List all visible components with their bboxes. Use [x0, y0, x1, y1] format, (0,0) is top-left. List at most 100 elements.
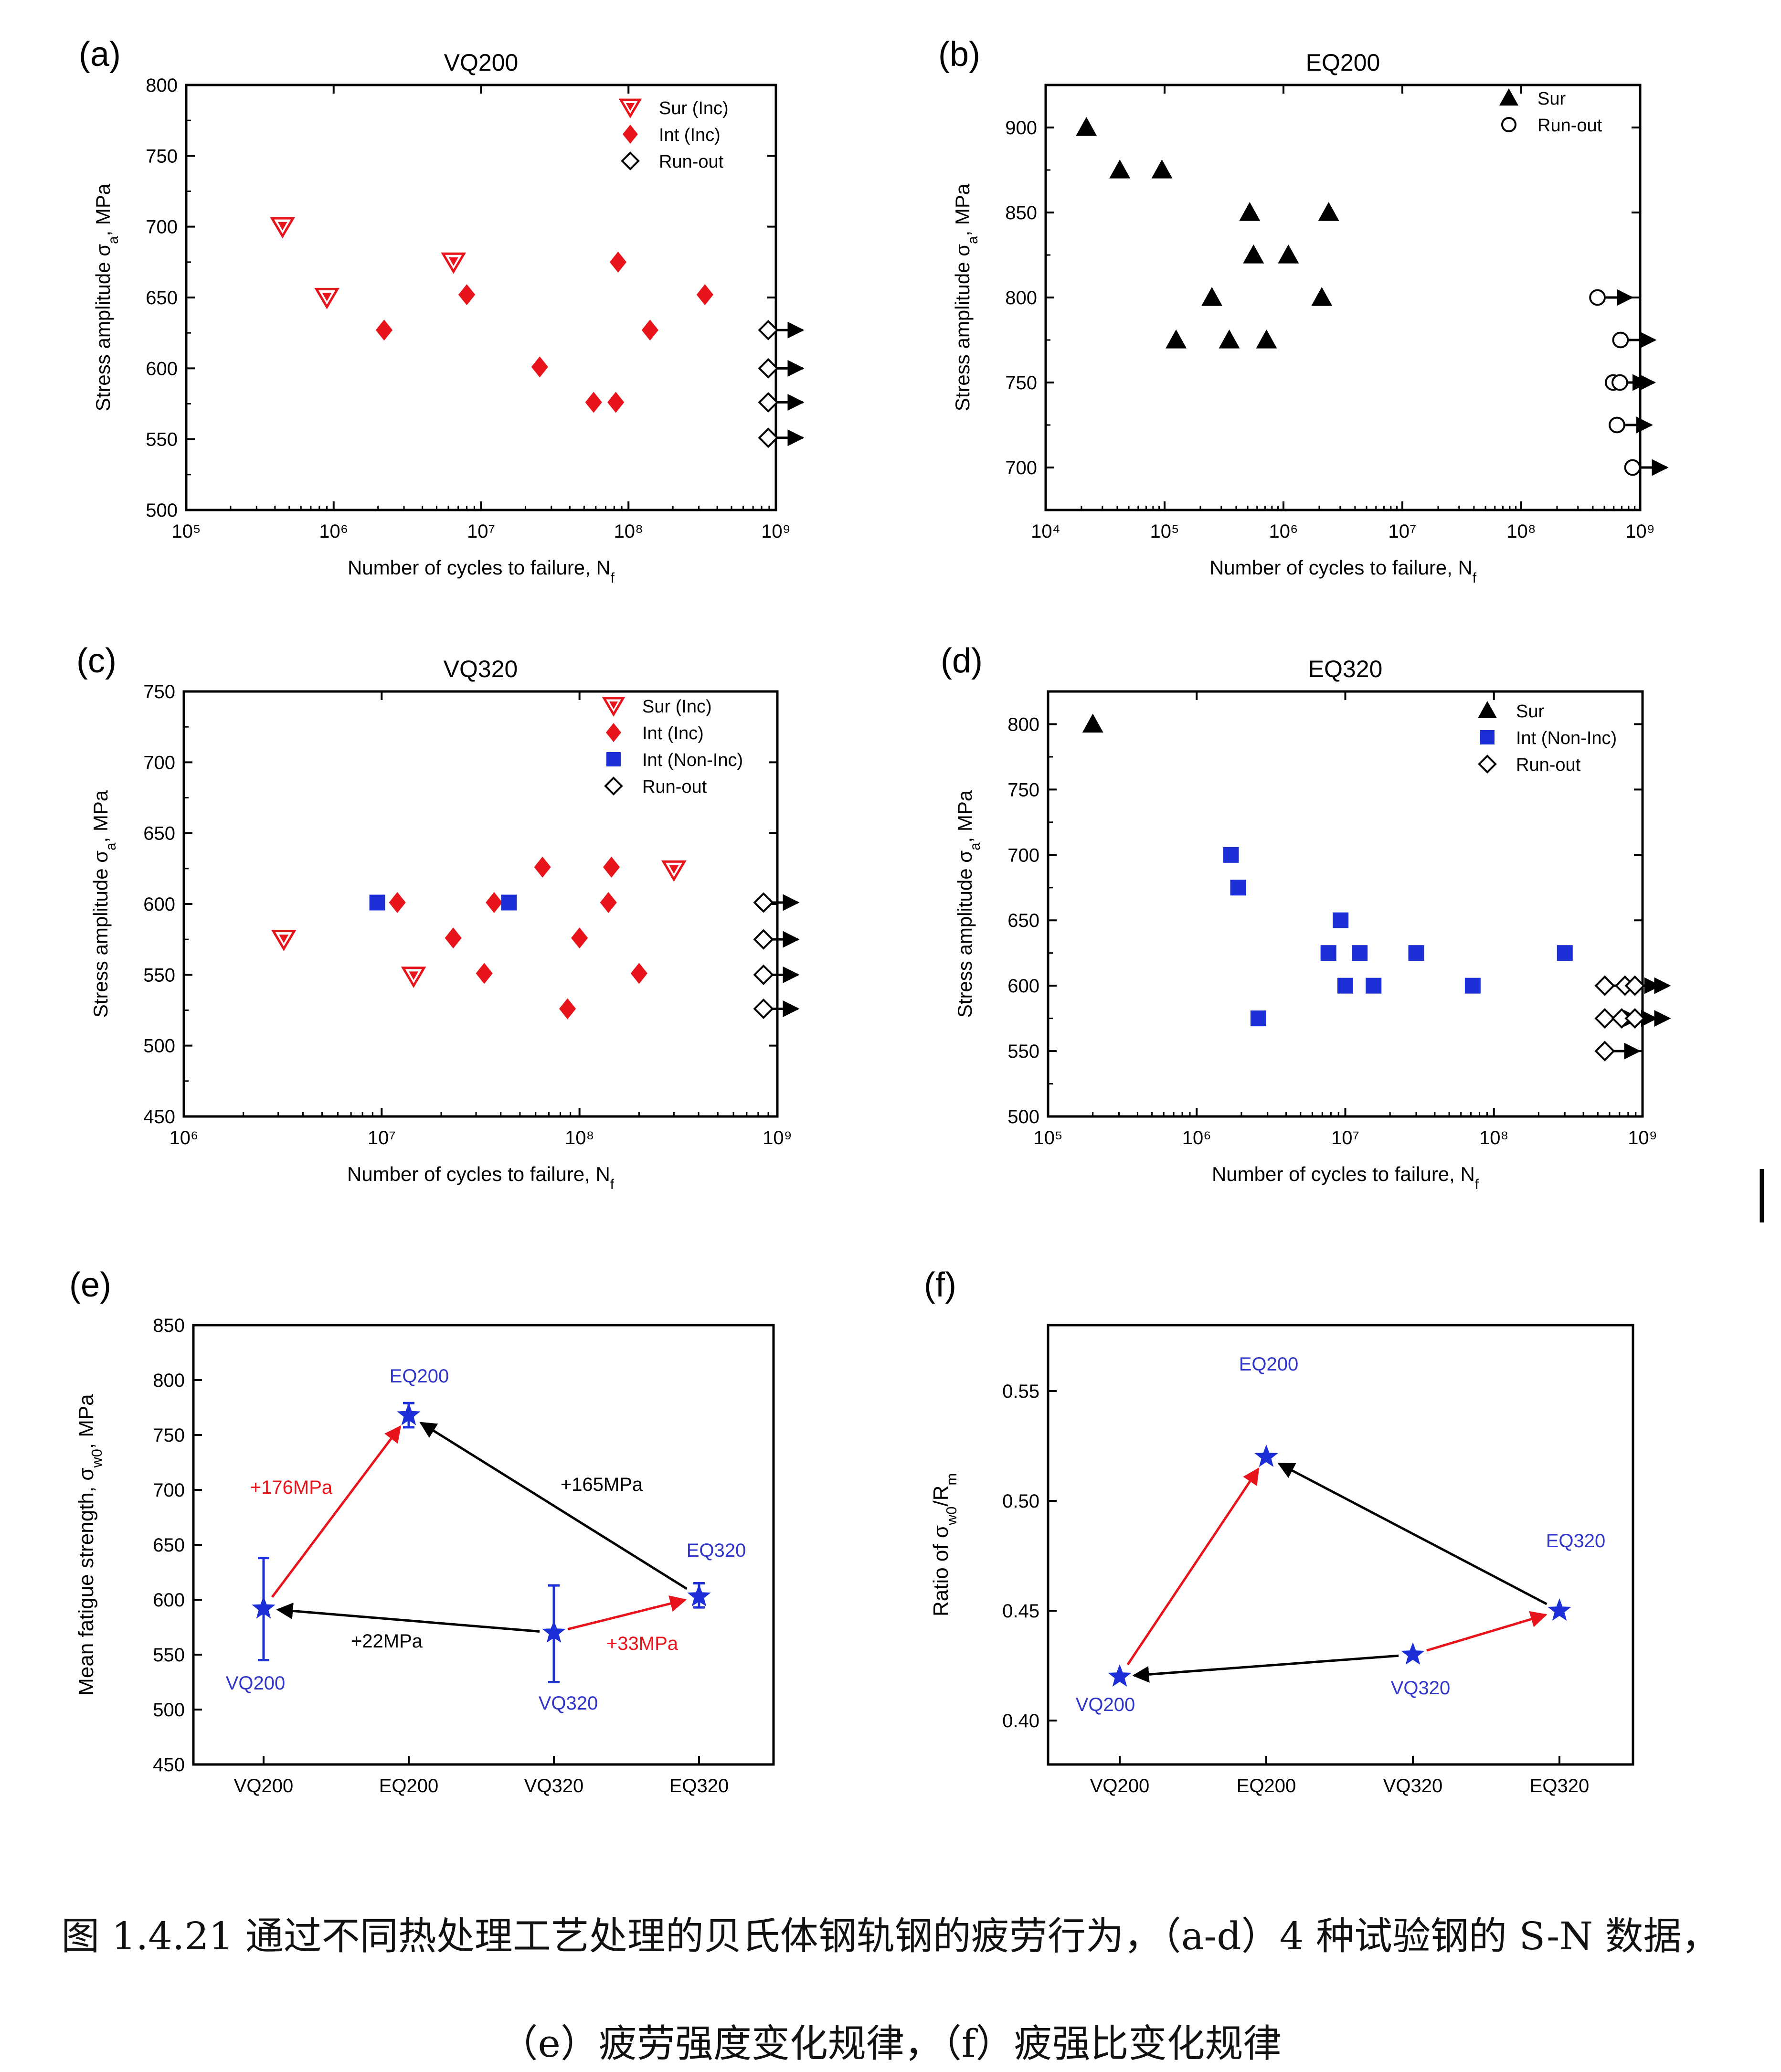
data-point [641, 319, 658, 341]
data-point [1611, 374, 1656, 391]
legend-marker-shape [604, 776, 623, 796]
panel-label-d: (d) [941, 642, 983, 680]
y-tick-label: 600 [153, 1590, 185, 1611]
y-tick-label: 800 [153, 1370, 185, 1391]
arrow-label: +22MPa [351, 1631, 423, 1652]
data-point-shape [753, 929, 774, 950]
data-point-core [277, 222, 287, 231]
data-point-shape [600, 892, 617, 914]
data-point [1337, 978, 1353, 994]
data-point [1311, 287, 1333, 306]
data-point-shape [1624, 1008, 1645, 1029]
data-point [1594, 1041, 1641, 1062]
chart-a: 500 550 600 650 700 750 800 10⁵ 10⁶ 10⁷ 10⁸ 10⁹ VQ20… [79, 35, 805, 586]
y-axis-label-d: Stress amplitude σa, MPa [954, 790, 983, 1018]
legend-marker [1501, 117, 1516, 132]
y-tick-label: 650 [143, 823, 175, 844]
data-point-shape [1250, 1010, 1266, 1027]
data-point-shape [607, 392, 625, 413]
data-point-shape [609, 251, 627, 273]
legend-marker-shape [621, 151, 640, 170]
data-point-shape [1611, 374, 1628, 391]
y-tick-label: 650 [1007, 910, 1039, 931]
legend-marker-shape [1501, 117, 1516, 132]
legend-label: Sur (Inc) [642, 697, 712, 717]
y-tick-label: 0.40 [1002, 1711, 1039, 1732]
data-point-shape [1464, 978, 1481, 994]
y-tick-label: 600 [1007, 976, 1039, 997]
y-tick-label: 750 [1007, 779, 1039, 800]
data-point-runout-dot [788, 399, 794, 405]
arrow-label: +176MPa [250, 1477, 333, 1498]
data-point [531, 356, 548, 378]
data-point-shape [1333, 912, 1349, 928]
data-point [1589, 289, 1634, 306]
x-tick-label: 10⁷ [467, 521, 495, 542]
data-point [1243, 244, 1264, 264]
legend-marker [1478, 701, 1497, 718]
trend-arrow [271, 1425, 402, 1598]
data-point [571, 927, 588, 949]
panel-label-b: (b) [938, 35, 980, 74]
data-point-shape [696, 284, 713, 306]
plot-frame [1044, 84, 1642, 511]
x-tick-label: 10⁵ [1033, 1127, 1062, 1148]
data-point [753, 929, 800, 950]
data-point [559, 998, 576, 1020]
star-marker [687, 1584, 711, 1607]
data-point-shape [1320, 945, 1336, 961]
figure-caption-line-1: 图 1.4.21 通过不同热处理工艺处理的贝氏体钢轨钢的疲劳行为，（a-d）4 … [61, 1914, 1720, 1958]
data-point-shape [1318, 202, 1339, 221]
plot-frame [185, 84, 777, 511]
data-point-shape [375, 319, 393, 341]
data-point [1166, 329, 1187, 349]
data-point [314, 287, 339, 309]
x-tick-label: 10⁸ [565, 1127, 594, 1148]
chart-title-a: VQ200 [444, 49, 519, 76]
data-point [1219, 329, 1240, 349]
data-point-shape [758, 427, 779, 448]
data-point [753, 892, 800, 913]
data-point-shape [603, 856, 620, 878]
data-point-runout-dot [784, 972, 790, 978]
x-tick-label: 10⁵ [171, 521, 201, 542]
data-point-shape [531, 356, 548, 378]
chart-e: 450 500 550 600 650 700 750 800 850 VQ200 EQ200 VQ3… [69, 1266, 775, 1796]
y-tick-label: 450 [153, 1754, 185, 1775]
chart-title-d: EQ320 [1308, 656, 1383, 682]
y-tick-label: 700 [1007, 845, 1039, 866]
data-point-shape [1352, 945, 1368, 961]
data-point-shape [1201, 287, 1223, 306]
y-axis-label-a: Stress amplitude σa, MPa [92, 183, 121, 411]
legend-marker [623, 125, 638, 144]
y-tick-label: 800 [146, 75, 178, 96]
trend-arrow [419, 1422, 688, 1590]
legend-marker [604, 776, 623, 796]
point-label: VQ320 [539, 1693, 598, 1714]
arrow-label: +165MPa [561, 1474, 643, 1495]
data-point [600, 892, 617, 914]
data-point [696, 284, 713, 306]
trend-arrow [567, 1595, 687, 1631]
chart-b: 700 750 800 850 900 10⁴ 10⁵ 10⁶ 10⁷ 10⁸ 10⁹ EQ200 (b… [938, 35, 1669, 586]
data-point-runout-dot [1655, 983, 1661, 989]
legend-label: Int (Non-Inc) [1516, 728, 1617, 748]
plot-frame [1047, 1324, 1634, 1766]
x-tick-label: 10⁶ [1182, 1127, 1211, 1148]
data-point [1250, 1010, 1266, 1027]
chart-c: 450 500 550 600 650 700 750 10⁶ 10⁷ 10⁸ 10⁹ VQ320 (c… [76, 642, 800, 1192]
trend-arrow [276, 1603, 540, 1633]
x-tick-label: VQ320 [1383, 1775, 1443, 1796]
data-point-shape [1230, 880, 1246, 896]
x-tick-label: 10⁶ [170, 1127, 199, 1148]
x-tick-label: 10⁷ [368, 1127, 396, 1148]
y-tick-label: 650 [146, 287, 178, 308]
data-point [486, 892, 503, 914]
data-point [270, 217, 296, 239]
x-tick-label: 10⁸ [1479, 1127, 1508, 1148]
x-tick-label: VQ320 [524, 1775, 584, 1796]
point-label: VQ320 [1391, 1678, 1451, 1699]
data-point-shape [753, 999, 774, 1020]
data-point-shape [369, 894, 385, 911]
data-point-runout-dot [1640, 337, 1646, 343]
